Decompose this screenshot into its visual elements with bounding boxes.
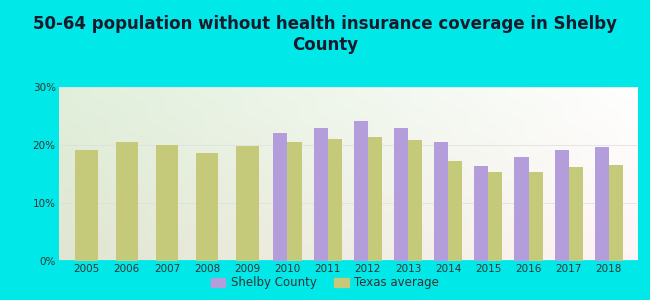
Bar: [569, 167, 583, 261]
Bar: [514, 157, 528, 261]
Bar: [368, 137, 382, 261]
Bar: [394, 128, 408, 261]
Bar: [554, 150, 569, 261]
Bar: [354, 121, 368, 261]
Bar: [236, 146, 259, 261]
Bar: [595, 147, 609, 261]
Bar: [434, 142, 448, 261]
Bar: [287, 142, 302, 261]
Bar: [448, 161, 462, 261]
Bar: [408, 140, 422, 261]
Bar: [528, 172, 543, 261]
Bar: [274, 134, 287, 261]
Text: 50-64 population without health insurance coverage in Shelby
County: 50-64 population without health insuranc…: [33, 15, 617, 54]
Bar: [488, 172, 502, 261]
Bar: [75, 150, 98, 261]
Bar: [156, 145, 178, 261]
Bar: [328, 139, 342, 261]
Bar: [474, 167, 488, 261]
Bar: [196, 153, 218, 261]
Bar: [116, 142, 138, 261]
Bar: [313, 128, 328, 261]
Legend: Shelby County, Texas average: Shelby County, Texas average: [206, 272, 444, 294]
Bar: [609, 165, 623, 261]
